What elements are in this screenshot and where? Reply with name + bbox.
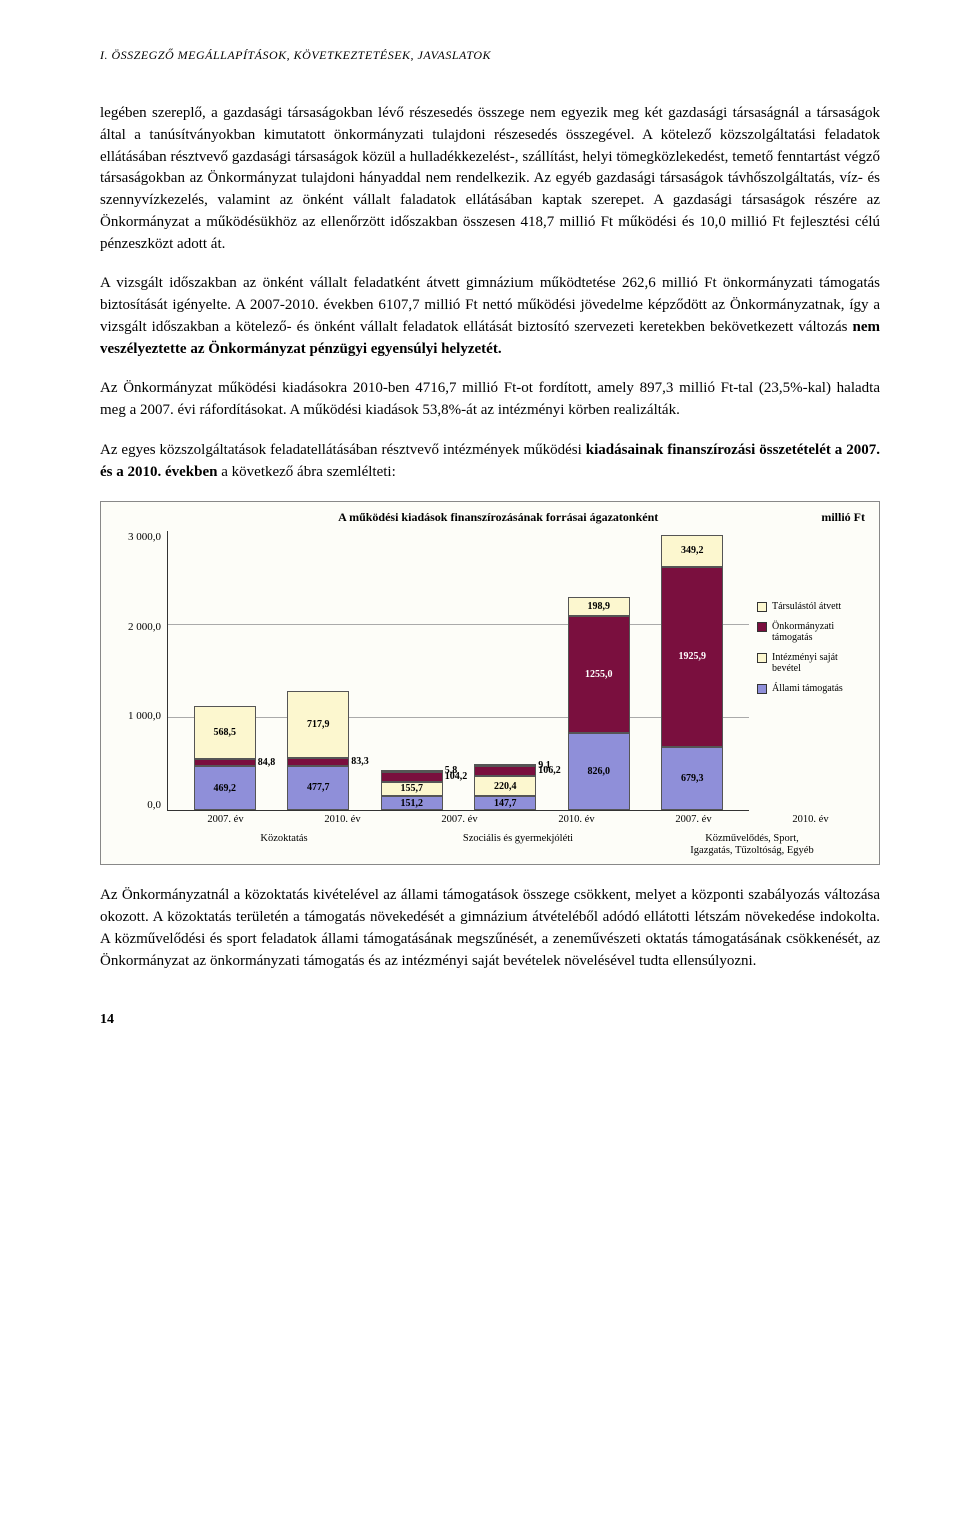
bar-segment: 826,0 xyxy=(568,733,630,810)
bars-row: 469,284,8568,5477,783,3717,9151,2155,710… xyxy=(168,531,749,810)
legend-swatch xyxy=(757,622,767,632)
x-year-label: 2007. év xyxy=(441,814,477,825)
chart-x-axis: 2007. év 2010. év Közoktatás 2007. év 2010. … xyxy=(167,814,869,856)
legend-item: Állami támogatás xyxy=(757,683,869,695)
bar-segment: 104,2 xyxy=(381,772,443,782)
legend-item: Társulástól átvett xyxy=(757,601,869,613)
chart-title-row: A működési kiadások finanszírozásának fo… xyxy=(111,510,869,525)
bar-value-label: 220,4 xyxy=(494,781,517,792)
x-year-label: 2010. év xyxy=(558,814,594,825)
legend-item: Önkormányzati támogatás xyxy=(757,621,869,644)
plot-and-legend: 469,284,8568,5477,783,3717,9151,2155,710… xyxy=(167,531,869,811)
bar-column: 826,0 1255,0 198,9 xyxy=(568,597,630,810)
bar-value-label: 477,7 xyxy=(307,782,330,793)
chart-title: A működési kiadások finanszírozásának fo… xyxy=(175,510,821,525)
legend-item: Intézményi saját bevétel xyxy=(757,652,869,675)
bar-column: 147,7 220,4 106,29,1 xyxy=(474,764,536,810)
bar-value-label: 151,2 xyxy=(401,798,424,809)
x-years-row: 2007. év 2010. év xyxy=(635,814,869,825)
bar-segment: 84,8 xyxy=(194,759,256,767)
bar-segment: 349,2 xyxy=(661,535,723,568)
bar-column: 469,2 84,8 568,5 xyxy=(194,706,256,811)
bar-segment: 83,3 xyxy=(287,758,349,766)
bar-column: 477,7 83,3 717,9 xyxy=(287,691,349,810)
x-years-row: 2007. év 2010. év xyxy=(167,814,401,825)
y-tick: 1 000,0 xyxy=(128,710,161,722)
legend-label: Önkormányzati támogatás xyxy=(772,621,869,644)
bar-segment: 1255,0 xyxy=(568,616,630,733)
legend-swatch xyxy=(757,602,767,612)
chart-legend: Társulástól átvett Önkormányzati támogatá… xyxy=(749,601,869,811)
paragraph-2: A vizsgált időszakban az önként vállalt … xyxy=(100,273,880,360)
bar-segment: 198,9 xyxy=(568,597,630,616)
bar-segment: 106,2 xyxy=(474,766,536,776)
bar-segment: 477,7 xyxy=(287,766,349,811)
bar-value-label: 155,7 xyxy=(401,783,424,794)
paragraph-4: Az egyes közszolgáltatások feladatellátá… xyxy=(100,440,880,484)
x-group: 2007. év 2010. év Közművelődés, Sport,Igaz… xyxy=(635,814,869,856)
bar-value-label: 84,8 xyxy=(258,757,276,768)
bar-value-label: 147,7 xyxy=(494,798,517,809)
chart-body: 3 000,02 000,01 000,00,0 469,284,8568,54… xyxy=(111,531,869,811)
bar-segment: 568,5 xyxy=(194,706,256,759)
body-text: legében szereplő, a gazdasági társaságok… xyxy=(100,103,880,483)
bar-value-label: 568,5 xyxy=(214,727,237,738)
legend-swatch xyxy=(757,653,767,663)
chart-container: A működési kiadások finanszírozásának fo… xyxy=(100,501,880,865)
legend-label: Intézményi saját bevétel xyxy=(772,652,869,675)
bar-value-label: 679,3 xyxy=(681,773,704,784)
bar-segment: 147,7 xyxy=(474,796,536,810)
y-tick: 3 000,0 xyxy=(128,531,161,543)
body-text-lower: Az Önkormányzatnál a közoktatás kivételé… xyxy=(100,885,880,972)
bar-segment: 9,1 xyxy=(474,764,536,766)
p2-text: A vizsgált időszakban az önként vállalt … xyxy=(100,275,880,335)
x-year-label: 2007. év xyxy=(675,814,711,825)
bar-value-label: 469,2 xyxy=(214,783,237,794)
bar-value-label: 198,9 xyxy=(588,601,611,612)
y-tick: 0,0 xyxy=(147,799,161,811)
legend-swatch xyxy=(757,684,767,694)
bar-segment: 717,9 xyxy=(287,691,349,758)
legend-label: Állami támogatás xyxy=(772,683,843,695)
bar-value-label: 1925,9 xyxy=(679,651,707,662)
bar-segment: 1925,9 xyxy=(661,567,723,747)
p4-text-a: Az egyes közszolgáltatások feladatellátá… xyxy=(100,442,586,458)
bar-segment: 5,8 xyxy=(381,770,443,772)
bar-value-label: 826,0 xyxy=(588,766,611,777)
bar-value-label: 1255,0 xyxy=(585,669,613,680)
x-group: 2007. év 2010. év Közoktatás xyxy=(167,814,401,856)
page-number: 14 xyxy=(100,1012,880,1028)
x-group: 2007. év 2010. év Szociális és gyermekjólé… xyxy=(401,814,635,856)
chart-y-axis: 3 000,0 2 000,0 1 000,0 0,0 xyxy=(111,531,167,811)
bar-column: 679,3 1925,9 349,2 xyxy=(661,535,723,811)
chart-plot: 469,284,8568,5477,783,3717,9151,2155,710… xyxy=(167,531,749,811)
bar-column: 151,2 155,7104,25,8 xyxy=(381,770,443,810)
page-header: I. ÖSSZEGZŐ MEGÁLLAPÍTÁSOK, KÖVETKEZTETÉ… xyxy=(100,48,880,63)
bar-value-label: 83,3 xyxy=(351,756,369,767)
x-year-label: 2007. év xyxy=(207,814,243,825)
paragraph-3: Az Önkormányzat működési kiadásokra 2010… xyxy=(100,378,880,422)
paragraph-1: legében szereplő, a gazdasági társaságok… xyxy=(100,103,880,255)
paragraph-5: Az Önkormányzatnál a közoktatás kivételé… xyxy=(100,885,880,972)
chart-unit: millió Ft xyxy=(821,510,865,525)
x-year-label: 2010. év xyxy=(324,814,360,825)
bar-segment: 679,3 xyxy=(661,747,723,810)
bar-segment: 220,4 xyxy=(474,776,536,797)
bar-value-label: 717,9 xyxy=(307,719,330,730)
bar-segment: 155,7 xyxy=(381,782,443,797)
x-category-label: Szociális és gyermekjóléti xyxy=(463,833,573,845)
legend-label: Társulástól átvett xyxy=(772,601,841,613)
bar-value-label: 5,8 xyxy=(445,765,458,776)
x-category-label: Közoktatás xyxy=(260,833,307,845)
bar-value-label: 9,1 xyxy=(538,760,551,771)
x-years-row: 2007. év 2010. év xyxy=(401,814,635,825)
y-tick: 2 000,0 xyxy=(128,621,161,633)
bar-value-label: 349,2 xyxy=(681,545,704,556)
bar-segment: 469,2 xyxy=(194,766,256,810)
x-category-label: Közművelődés, Sport,Igazgatás, Tűzoltósá… xyxy=(690,833,813,856)
p4-text-c: a következő ábra szemlélteti: xyxy=(218,464,396,480)
x-year-label: 2010. év xyxy=(792,814,828,825)
document-page: I. ÖSSZEGZŐ MEGÁLLAPÍTÁSOK, KÖVETKEZTETÉ… xyxy=(0,0,960,1068)
bar-segment: 151,2 xyxy=(381,796,443,810)
